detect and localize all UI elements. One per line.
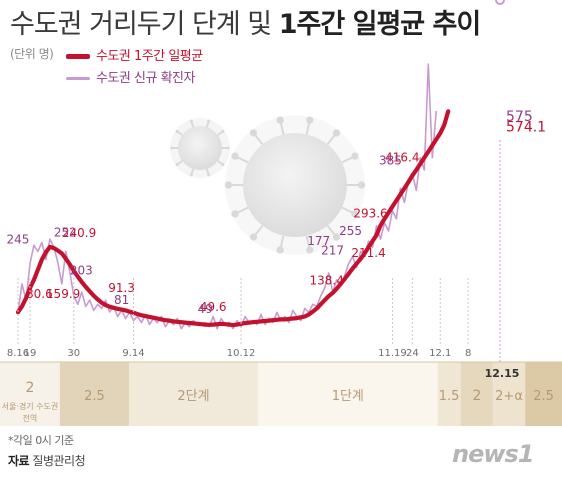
virus-spike-tip [207,119,211,123]
x-tick-label: 12.1 [429,348,451,359]
avg-value-label: 159.9 [46,287,80,301]
daily-value-label: 81 [114,293,129,307]
virus-spike-tip [231,210,239,218]
unit-label: (단위 명) [10,47,54,61]
x-tick-label: 12.15 [485,367,520,380]
daily-value-label: 177 [307,234,330,248]
virus-spike-tip [189,173,193,177]
x-tick-label: 8 [465,348,471,359]
virus-spike-tip [221,129,225,133]
virus-illustration [170,115,366,255]
stage-block [0,362,60,426]
daily-value-label: 203 [70,263,93,277]
x-tick-label: 30 [67,348,80,359]
legend-avg: 수도권 1주간 일평균 [66,45,203,64]
daily-value-label: 255 [339,224,362,238]
virus-body [243,133,347,237]
avg-value-label: 49.6 [200,300,227,314]
virus-spike-tip [175,129,179,133]
virus-spike-tip [351,152,359,160]
stage-block [128,362,258,426]
end-marker [495,0,505,5]
daily-value-label: 575 [506,109,533,125]
virus-spike-tip [170,146,174,150]
avg-value-label: 211.4 [351,246,385,260]
title-part-1: 수도권 거리두기 단계 및 [10,9,279,40]
stage-label: 1단계 [332,389,364,404]
stage-label: 2.5 [84,389,105,404]
virus-spike-tip [249,233,258,241]
virus-spike-tip [357,181,366,189]
daily-value-label: 385 [379,153,402,167]
avg-value-label: 574.1 [506,119,546,135]
virus-spike-tip [207,173,211,177]
avg-value-label: 416.4 [385,150,419,164]
daily-value-label: 217 [321,244,344,258]
x-tick-label: 24 [406,348,419,359]
virus-spike-tip [306,246,314,254]
virus-spike-tip [224,181,233,189]
virus-spike-tip [306,116,314,124]
daily-value-label: 49 [198,302,213,316]
stage-block [437,362,461,426]
virus-body [178,126,222,170]
stage-block [492,362,526,426]
virus-spike-tip [221,163,225,167]
stage-label: 2 [25,380,34,396]
stage-label: 2단계 [177,389,209,404]
stage-block [525,362,562,426]
legend-daily: 수도권 신규 확진자 [66,67,195,86]
footnote: *각일 0시 기준 [8,434,74,447]
title-part-2: 1주간 일평균 추이 [278,9,481,40]
virus-spike-tip [189,119,193,123]
stage-block [460,362,493,426]
stage-label: 2 [472,388,481,404]
avg-value-label: 91.3 [108,281,135,295]
stage-note: 전역 [23,413,38,423]
avg-value-label: 240.9 [62,226,96,240]
legend-daily-label: 수도권 신규 확진자 [96,71,195,86]
stage-label: 2.5 [533,389,554,404]
news1-logo: news1 [452,440,535,468]
source-text: 질병관리청 [29,454,86,468]
avg-value-label: 293.6 [353,206,387,220]
x-tick-label: 11.19 [378,348,407,359]
legend-avg-label: 수도권 1주간 일평균 [96,49,203,64]
virus-spike-tip [175,163,179,167]
stage-label: 2+α [495,389,523,404]
source-label: 자료 [8,454,30,468]
virus-spike-tip [226,146,230,150]
virus-spike-tip [231,152,239,160]
daily-value-label: 245 [6,232,29,246]
x-tick-label: 10.12 [227,348,256,359]
stage-block [59,362,129,426]
avg-value-label: 80.6 [26,287,53,301]
x-tick-label: 8.16 [7,348,29,359]
virus-spike-tip [276,116,284,124]
legend-daily-swatch [66,77,90,80]
stage-note: 서울·경기 수도권 [2,401,59,411]
avg-line [15,109,451,328]
page-title: 수도권 거리두기 단계 및 1주간 일평균 추이 [10,2,481,41]
source: 자료 질병관리청 [8,452,86,469]
x-tick-label: 19 [24,348,37,359]
virus-spike-tip [332,233,341,241]
daily-value-label: 252 [54,225,77,239]
virus-spike-tip [249,129,258,137]
virus-spike-tip [276,246,284,254]
virus-spike-tip [351,210,359,218]
virus-spike-tip [332,129,341,137]
stage-label: 1.5 [439,389,460,404]
x-tick-label: 9.14 [122,348,144,359]
legend-avg-swatch [66,54,90,59]
avg-value-label: 138.4 [309,274,343,288]
stage-block [257,362,438,426]
avg-series [15,0,505,328]
